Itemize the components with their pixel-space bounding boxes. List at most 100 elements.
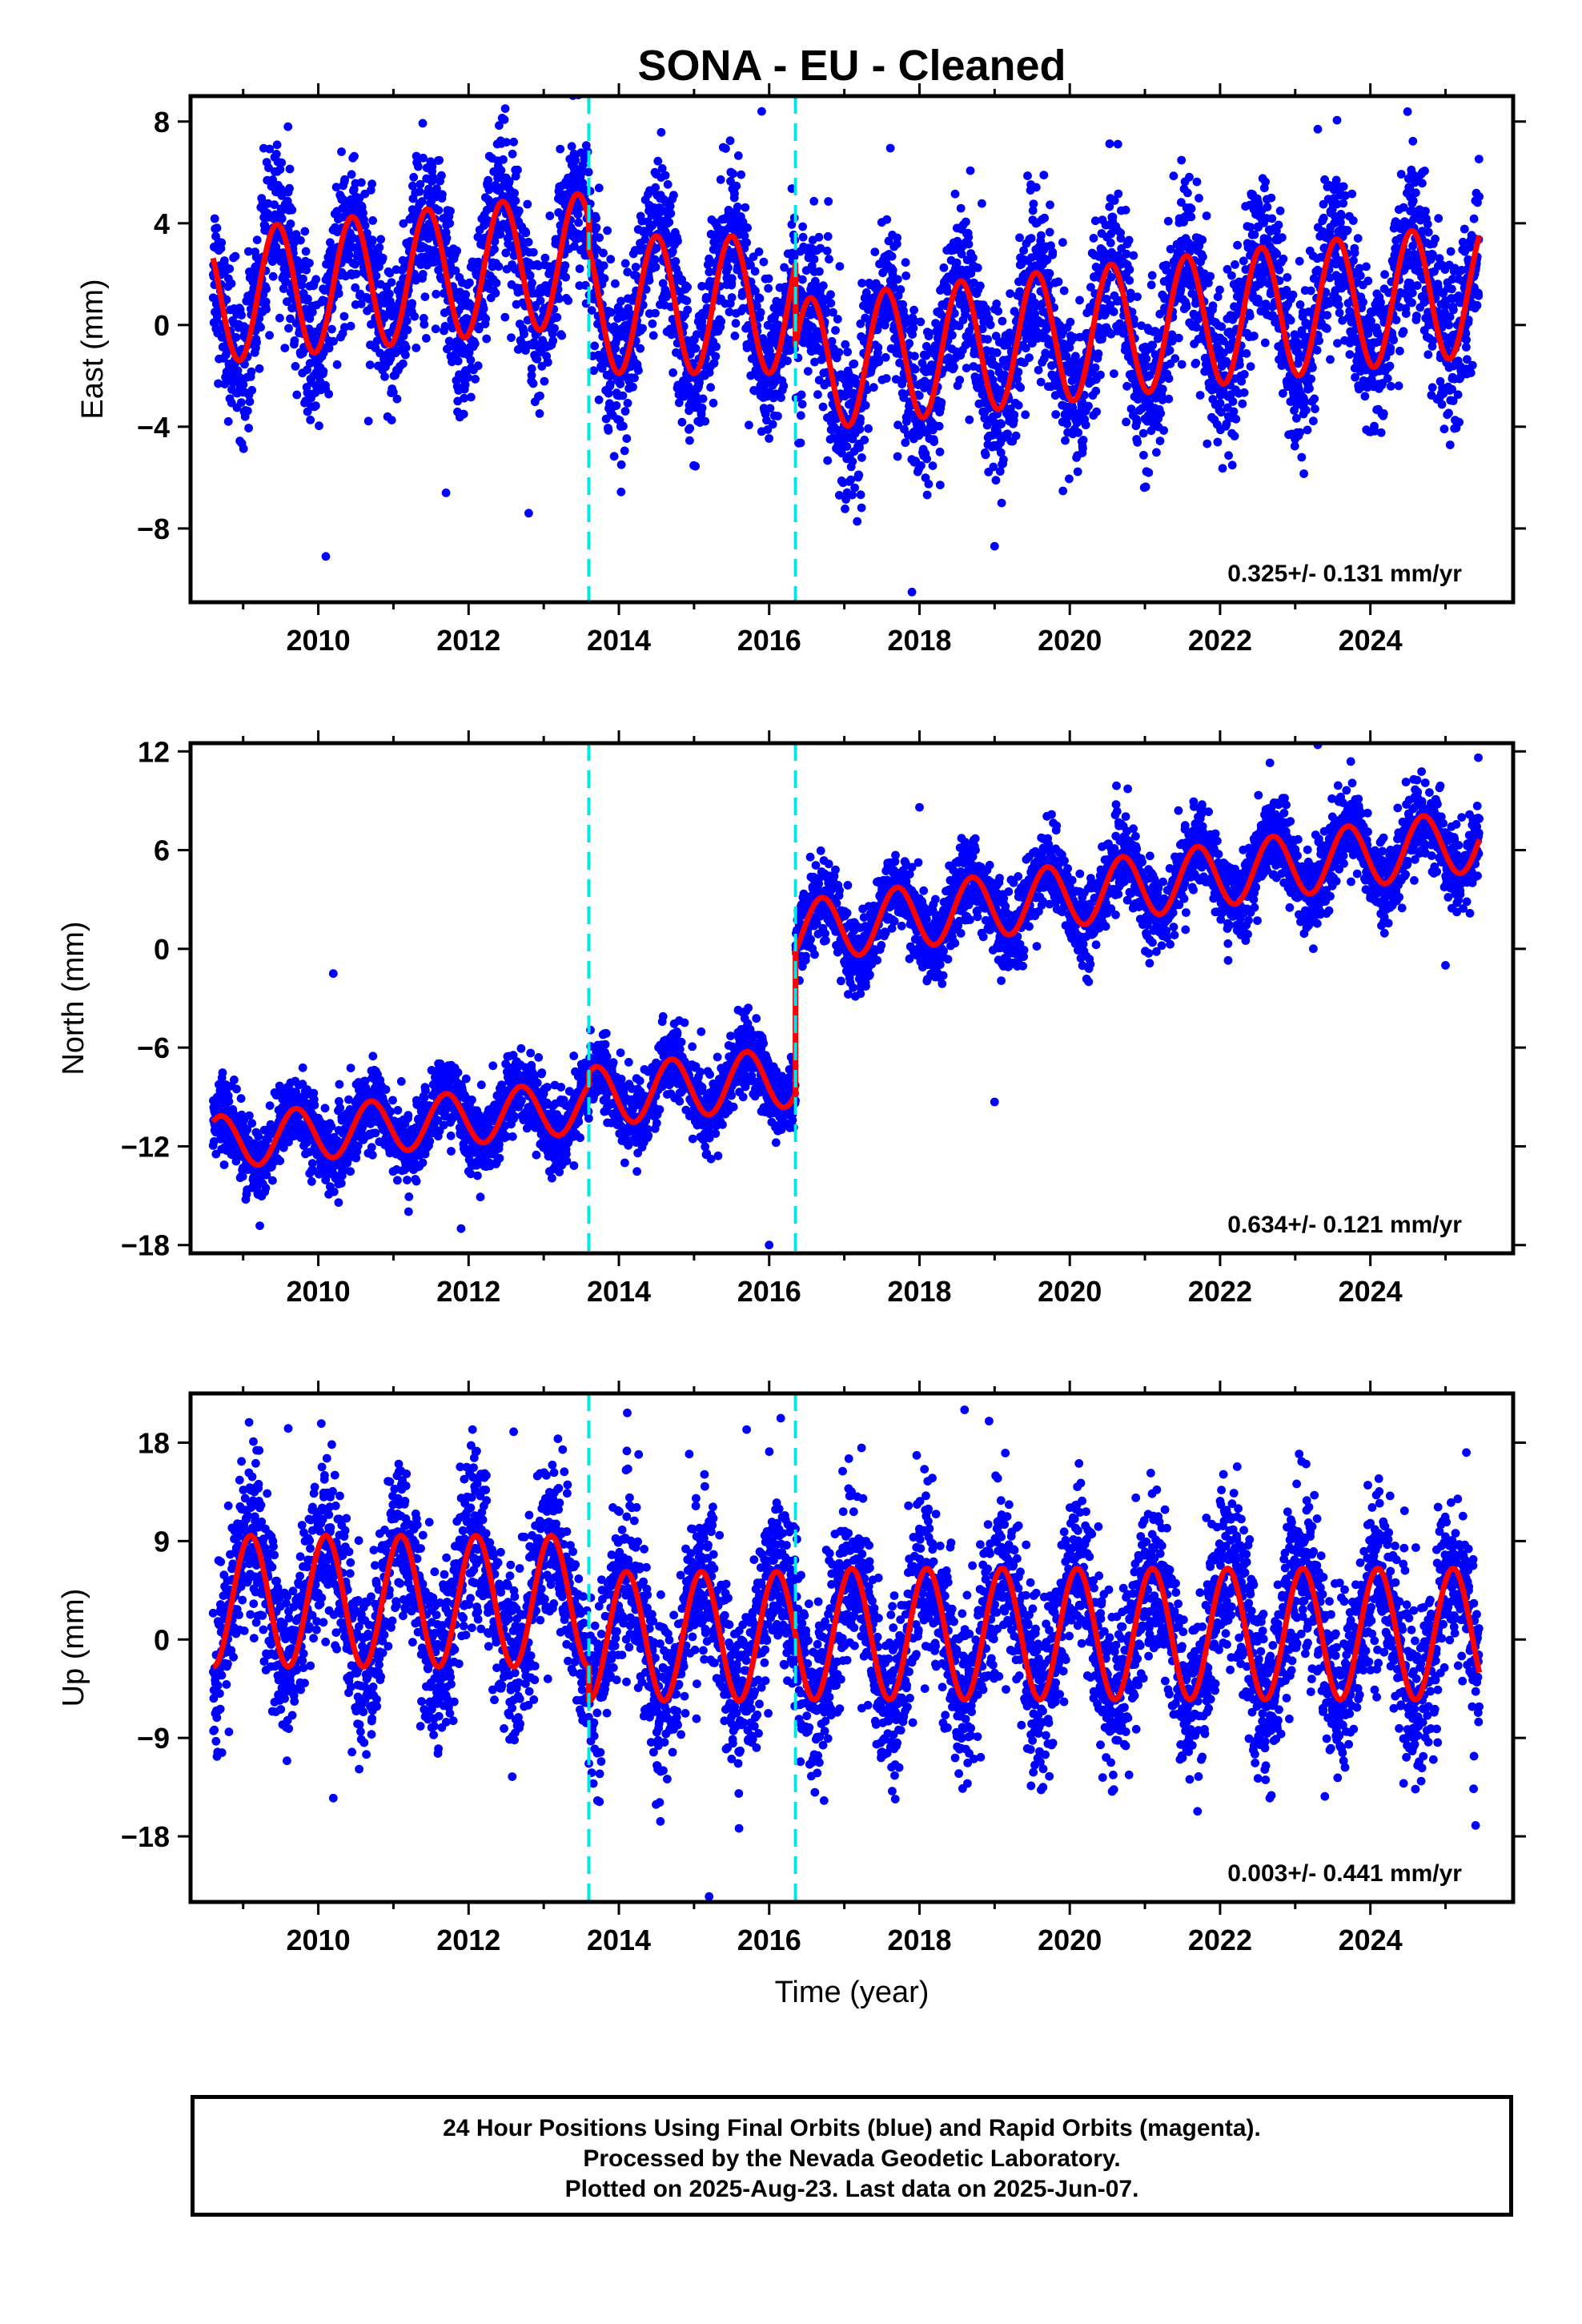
- data-point: [1332, 115, 1342, 125]
- data-point: [1031, 183, 1041, 192]
- data-point: [1023, 171, 1032, 180]
- data-point: [417, 197, 427, 206]
- data-point: [721, 144, 730, 153]
- data-point: [315, 421, 323, 431]
- data-point: [1215, 285, 1224, 295]
- data-point: [1186, 204, 1196, 213]
- data-point: [412, 344, 421, 352]
- data-point: [671, 257, 681, 266]
- data-point: [999, 455, 1008, 464]
- data-point: [247, 367, 256, 376]
- data-point: [606, 255, 616, 264]
- data-point: [261, 297, 271, 307]
- data-point: [432, 184, 441, 194]
- data-point: [725, 136, 735, 146]
- data-point: [1084, 401, 1093, 411]
- data-points: [208, 96, 1484, 526]
- data-point: [351, 283, 360, 292]
- data-point: [962, 364, 971, 372]
- data-point: [605, 380, 615, 389]
- data-point: [1061, 436, 1070, 445]
- data-point: [665, 218, 674, 227]
- data-point: [612, 401, 621, 410]
- data-point: [824, 197, 833, 206]
- data-point: [1045, 227, 1054, 237]
- data-point: [557, 331, 567, 340]
- data-point: [618, 391, 628, 400]
- data-point: [901, 438, 910, 448]
- data-point: [1278, 233, 1287, 242]
- data-point: [869, 383, 878, 392]
- data-point: [1090, 363, 1100, 372]
- data-point: [574, 218, 583, 227]
- data-point: [682, 296, 692, 305]
- data-point: [661, 171, 670, 180]
- data-point: [464, 373, 472, 382]
- data-point: [797, 400, 807, 409]
- data-point: [950, 362, 958, 372]
- data-point: [607, 308, 616, 317]
- data-point: [367, 235, 377, 244]
- data-point: [1051, 410, 1061, 419]
- data-point: [255, 314, 264, 323]
- data-point: [599, 261, 608, 270]
- data-point: [262, 284, 271, 294]
- data-point: [378, 253, 387, 263]
- data-point: [422, 334, 431, 343]
- data-point: [857, 453, 866, 462]
- data-point: [665, 202, 675, 211]
- data-point: [499, 155, 508, 164]
- data-point: [214, 379, 223, 388]
- data-point: [1016, 383, 1026, 392]
- data-point: [656, 127, 666, 137]
- data-point: [473, 361, 483, 371]
- data-point: [1183, 188, 1192, 198]
- data-point: [822, 246, 832, 255]
- data-point: [532, 355, 542, 364]
- data-point: [965, 415, 974, 424]
- data-point: [815, 267, 824, 276]
- data-point: [1066, 317, 1075, 327]
- data-point: [882, 215, 892, 224]
- data-point: [1182, 302, 1191, 312]
- data-point: [523, 199, 532, 209]
- data-point: [937, 398, 946, 407]
- data-point: [504, 177, 514, 186]
- data-point: [1092, 407, 1101, 416]
- data-point: [989, 417, 998, 427]
- data-point: [638, 324, 647, 333]
- data-point: [701, 416, 710, 426]
- data-point: [275, 313, 284, 323]
- data-point: [743, 223, 752, 232]
- data-point: [466, 356, 476, 364]
- data-point: [432, 289, 441, 299]
- data-point: [357, 178, 366, 187]
- data-point: [1233, 240, 1242, 250]
- data-point: [634, 366, 643, 375]
- data-point: [239, 444, 248, 453]
- data-point: [1312, 345, 1322, 355]
- data-point: [727, 293, 737, 302]
- data-point: [724, 263, 733, 272]
- data-point: [255, 364, 264, 373]
- data-point: [652, 243, 661, 253]
- data-point: [420, 320, 429, 329]
- data-point: [286, 314, 295, 324]
- data-point: [339, 312, 349, 321]
- data-point: [1261, 177, 1270, 187]
- data-point: [616, 487, 626, 497]
- data-point: [765, 434, 773, 443]
- data-point: [818, 402, 828, 412]
- data-point: [685, 424, 695, 433]
- data-point: [444, 336, 454, 346]
- data-point: [290, 336, 299, 345]
- data-point: [555, 294, 564, 304]
- data-point: [1215, 399, 1225, 408]
- data-point: [842, 442, 852, 451]
- data-point: [1202, 211, 1211, 220]
- data-point: [764, 274, 773, 283]
- data-point: [479, 304, 488, 313]
- data-point: [291, 362, 300, 371]
- data-point: [1353, 234, 1363, 243]
- data-point: [1080, 391, 1089, 400]
